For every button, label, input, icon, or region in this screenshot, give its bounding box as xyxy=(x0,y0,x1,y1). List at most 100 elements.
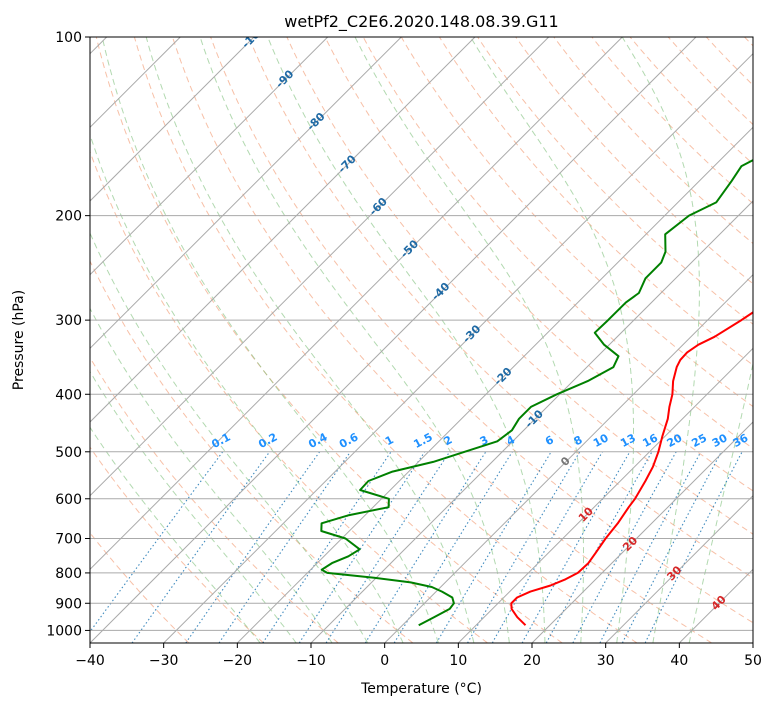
y-axis: 100 200 300 400 500 600 700 800 900 1000 xyxy=(46,30,90,639)
x-tick-label: 40 xyxy=(670,653,688,669)
mixing-ratio-line xyxy=(572,451,677,643)
isotherm-line xyxy=(163,52,753,643)
mixing-ratio-line xyxy=(599,451,702,643)
y-tick-label: 100 xyxy=(55,30,82,46)
isotherm-line xyxy=(90,37,402,350)
moist-adiabat-line xyxy=(90,426,261,643)
y-tick-label: 600 xyxy=(55,492,82,508)
dry-adiabats xyxy=(90,37,753,643)
dry-adiabat-line xyxy=(591,37,753,205)
dry-adiabat-line xyxy=(744,37,753,47)
isotherm-line xyxy=(678,568,753,643)
isotherm-line xyxy=(90,37,697,643)
isotherm-label: 30 xyxy=(664,563,684,583)
dry-adiabat-line xyxy=(90,356,339,643)
mixing-ratio-line xyxy=(185,451,321,643)
moist-adiabats xyxy=(90,37,753,643)
y-axis-label: Pressure (hPa) xyxy=(11,290,27,390)
dewpoint-profile xyxy=(320,158,753,627)
mixing-ratio-line xyxy=(644,451,743,643)
mixing-ratio-label: 0.2 xyxy=(256,430,279,451)
dry-adiabat-line xyxy=(172,37,712,643)
moist-adiabat-line xyxy=(90,370,297,643)
x-axis: −40 −30 −20 −10 0 10 20 30 40 50 xyxy=(75,643,762,669)
chart-title: wetPf2_C2E6.2020.148.08.39.G11 xyxy=(284,12,558,32)
x-tick-label: −40 xyxy=(75,653,105,669)
isobar-grid xyxy=(90,37,753,631)
dry-adiabat-line xyxy=(133,37,638,643)
x-axis-label: Temperature (°C) xyxy=(360,681,482,697)
mixing-ratio-label: 0.1 xyxy=(209,430,232,451)
isotherm-line xyxy=(90,37,623,571)
x-tick-label: 20 xyxy=(523,653,541,669)
x-tick-label: 10 xyxy=(449,653,467,669)
x-tick-label: 50 xyxy=(744,653,762,669)
moist-adiabat-line xyxy=(470,37,634,643)
x-tick-label: −20 xyxy=(223,653,253,669)
mixing-ratio-line xyxy=(325,451,451,643)
y-tick-label: 900 xyxy=(55,596,82,612)
mixing-ratio-line xyxy=(131,451,271,643)
isotherm-label: -30 xyxy=(460,322,483,345)
isotherm-line xyxy=(236,126,753,643)
moist-adiabat-line xyxy=(621,37,700,643)
isotherm-line xyxy=(90,37,476,423)
moist-adiabat-line xyxy=(354,37,584,643)
mixing-ratio-label: 1 xyxy=(383,433,396,448)
dry-adiabat-line xyxy=(90,259,414,643)
mixing-ratio-label: 20 xyxy=(665,431,685,450)
mixing-ratio-line xyxy=(364,451,487,643)
isotherm-line xyxy=(605,494,753,643)
x-tick-label: 30 xyxy=(597,653,615,669)
dry-adiabat-line xyxy=(90,532,190,643)
dry-adiabat-line xyxy=(515,37,753,285)
moist-adiabat-line xyxy=(90,133,404,643)
profiles xyxy=(320,158,753,627)
y-tick-label: 500 xyxy=(55,445,82,461)
mixing-ratio-line xyxy=(545,451,653,643)
mixing-ratio-line xyxy=(298,451,426,643)
mixing-ratio-label: 25 xyxy=(689,431,709,450)
plot-frame xyxy=(89,36,754,644)
mixing-ratio-label: 16 xyxy=(640,431,660,450)
isotherm-grid xyxy=(90,37,753,643)
mixing-ratio-label: 8 xyxy=(572,433,585,448)
mixing-ratio-line xyxy=(435,451,552,643)
isotherm-line xyxy=(531,421,753,643)
dry-adiabat-line xyxy=(210,37,753,624)
mixing-ratio-label: 30 xyxy=(710,431,730,450)
dry-adiabat-line xyxy=(324,37,753,492)
x-tick-label: −30 xyxy=(149,653,179,669)
mixing-ratio-label: 1.5 xyxy=(411,430,434,451)
mixing-ratio-line xyxy=(90,451,224,633)
mixing-ratio-line xyxy=(521,451,631,643)
x-tick-label: −10 xyxy=(296,653,326,669)
y-tick-label: 1000 xyxy=(46,623,82,639)
moist-adiabat-line xyxy=(688,361,753,643)
dry-adiabat-line xyxy=(90,150,488,643)
moist-adiabat-line xyxy=(145,37,475,643)
mixing-ratio-label: 0.4 xyxy=(306,430,330,451)
y-tick-label: 200 xyxy=(55,209,82,225)
isotherm-line xyxy=(752,642,753,643)
dry-adiabat-line xyxy=(667,37,753,126)
plot-area: -100-90-80-70-60-50-40-30-20-10010203040… xyxy=(90,37,753,643)
isotherm-line xyxy=(457,347,753,643)
y-tick-label: 800 xyxy=(55,566,82,582)
dry-adiabat-line xyxy=(286,37,753,535)
mixing-ratio-line xyxy=(262,451,392,643)
y-tick-label: 700 xyxy=(55,532,82,548)
dry-adiabat-line xyxy=(90,446,264,643)
isotherm-line xyxy=(90,37,550,497)
dry-adiabat-line xyxy=(95,37,563,643)
x-tick-label: 0 xyxy=(380,653,389,669)
mixing-ratio-line xyxy=(218,451,351,643)
mixing-ratio-label: 36 xyxy=(731,431,751,450)
dry-adiabat-line xyxy=(705,37,753,86)
mixing-ratio-label: 6 xyxy=(543,433,556,448)
isotherm-line xyxy=(384,273,753,643)
y-tick-label: 400 xyxy=(55,387,82,403)
isotherm-line xyxy=(90,37,255,202)
mixing-ratio-label: 0.6 xyxy=(337,430,361,451)
